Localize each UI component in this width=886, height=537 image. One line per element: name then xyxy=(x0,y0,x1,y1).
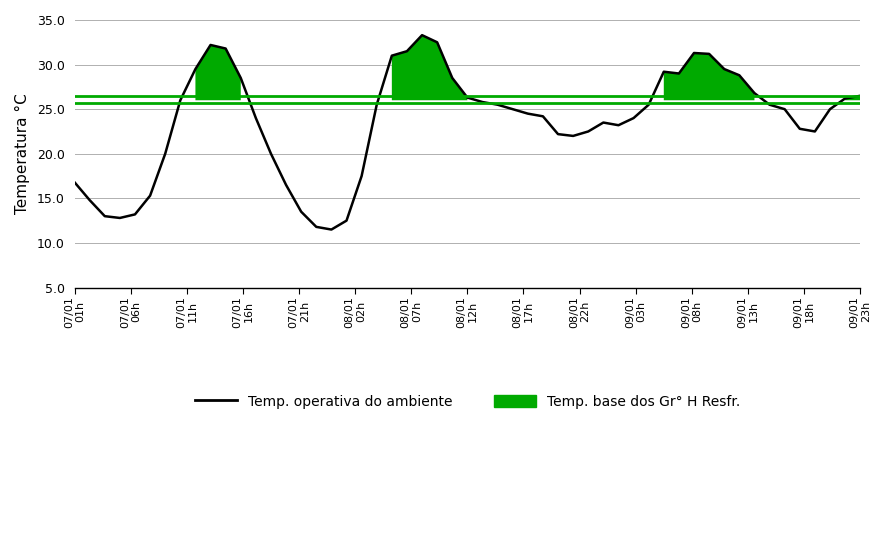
Legend: Temp. operativa do ambiente, Temp. base dos Gr° H Resfr.: Temp. operativa do ambiente, Temp. base … xyxy=(195,395,740,409)
Y-axis label: Temperatura °C: Temperatura °C xyxy=(15,93,30,214)
